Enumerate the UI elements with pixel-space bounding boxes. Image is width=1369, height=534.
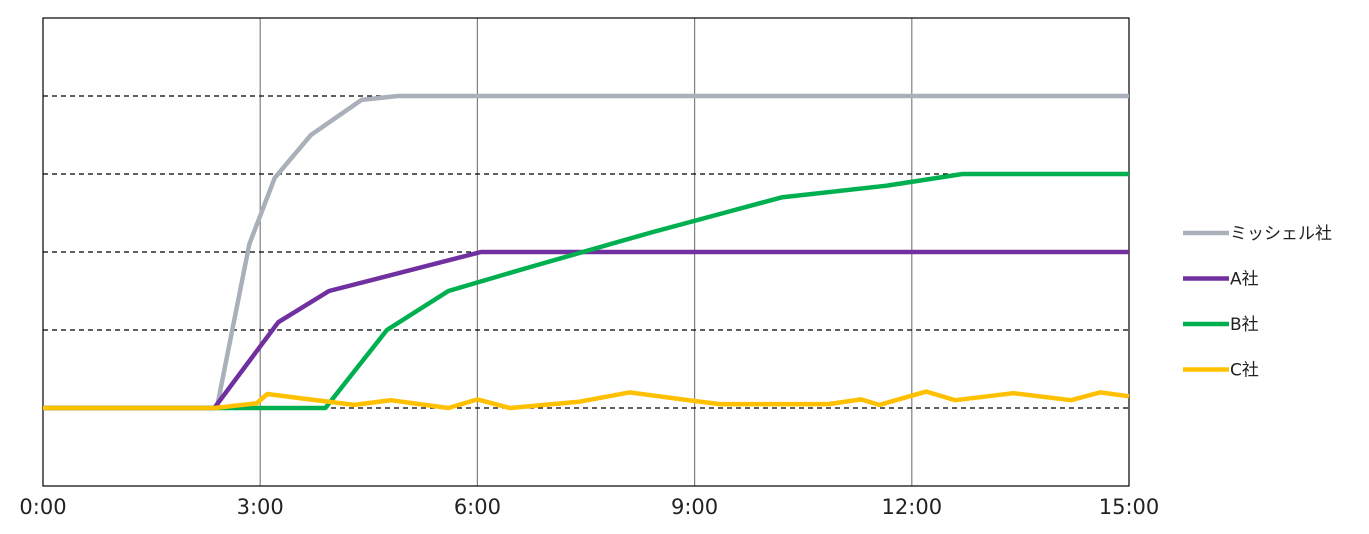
legend: ミッシェル社 A社 B社 C社 [1183,224,1332,381]
series-line-3 [43,171,1129,411]
series-lines [43,93,1130,411]
x-tick-label: 15:00 [1099,495,1160,519]
legend-label-2: A社 [1230,270,1259,290]
legend-label-1: ミッシェル社 [1230,224,1332,244]
legend-label-3: B社 [1230,315,1259,335]
x-tick-label: 0:00 [19,495,66,519]
series-line-1 [43,93,1129,411]
legend-label-4: C社 [1230,361,1259,381]
x-tick-label: 3:00 [237,495,284,519]
x-tick-label: 6:00 [454,495,501,519]
series-line-4 [43,389,1130,411]
x-tick-label: 12:00 [882,495,943,519]
x-axis-tick-labels: 0:00 3:00 6:00 9:00 12:00 15:00 [19,495,1159,519]
x-tick-label: 9:00 [671,495,718,519]
